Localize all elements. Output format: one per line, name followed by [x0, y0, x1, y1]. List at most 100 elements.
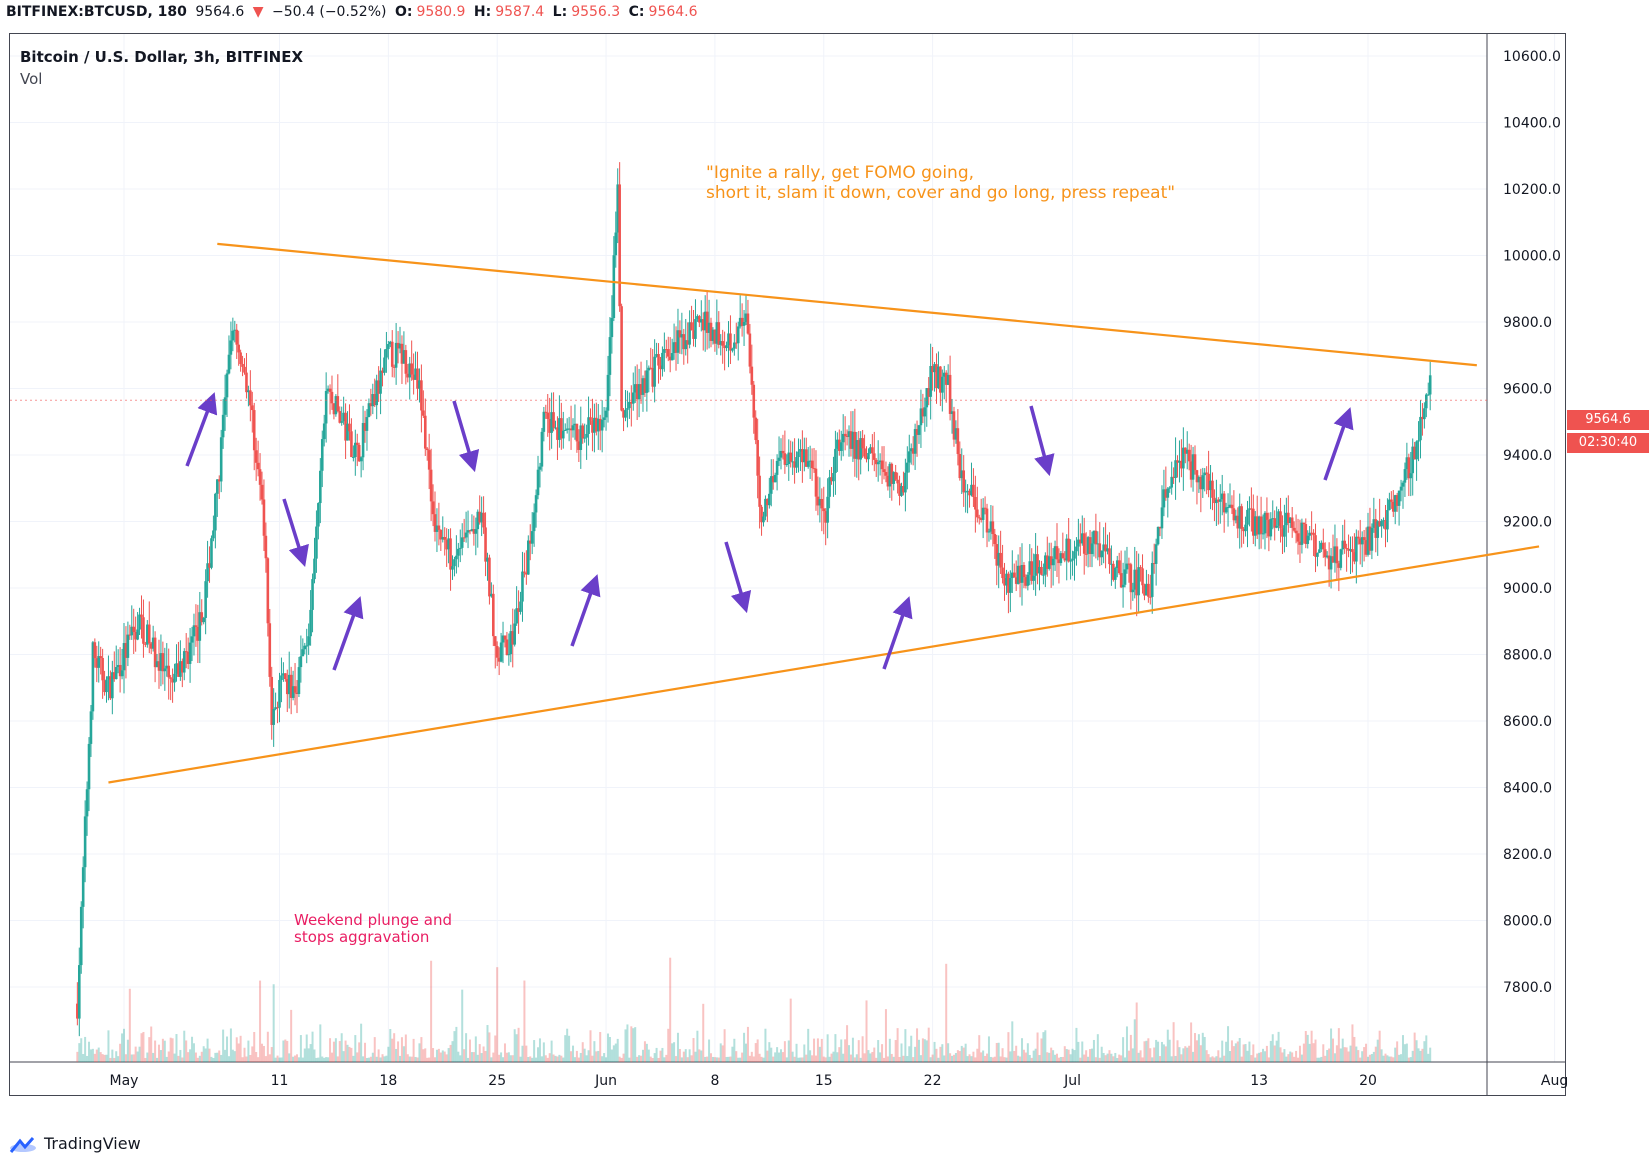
candle-body: [1240, 506, 1243, 529]
candle-body: [713, 329, 717, 344]
candle-body: [249, 390, 252, 406]
volume-bar: [292, 1056, 295, 1062]
candle-body: [550, 412, 553, 433]
volume-bar: [387, 1046, 390, 1062]
candle-body: [441, 536, 445, 540]
candle-body: [1152, 563, 1156, 565]
volume-bar: [142, 1031, 145, 1062]
volume-bar: [1376, 1039, 1379, 1062]
candle-body: [1298, 541, 1302, 545]
volume-bar: [917, 1039, 920, 1062]
candle-body: [783, 453, 787, 465]
x-tick-label: 22: [924, 1073, 942, 1089]
volume-bar: [185, 1040, 188, 1062]
candle-body: [190, 636, 194, 643]
candle-body: [163, 668, 167, 672]
candle-body: [1417, 440, 1420, 442]
volume-bar: [746, 1026, 749, 1062]
volume-bar: [1028, 1055, 1031, 1062]
volume-bar: [698, 1049, 701, 1062]
volume-bar: [1388, 1056, 1391, 1062]
tradingview-logo[interactable]: TradingView: [8, 1134, 141, 1153]
volume-bar: [935, 1048, 938, 1062]
chart-frame[interactable]: [9, 33, 1566, 1096]
volume-bar: [879, 1052, 882, 1062]
volume-bar: [165, 1056, 168, 1062]
volume-bar: [484, 1050, 487, 1062]
candle-body: [387, 344, 390, 350]
y-tick-label: 9600.0: [1503, 382, 1552, 398]
candle-body: [1358, 538, 1362, 545]
candle-body: [313, 558, 316, 580]
candle-body: [1224, 507, 1228, 513]
volume-bar: [1372, 1051, 1375, 1062]
candle-body: [925, 388, 929, 408]
volume-bar: [1089, 1049, 1092, 1062]
candle-body: [1123, 569, 1127, 585]
volume-bar: [196, 1057, 199, 1062]
candle-body: [874, 459, 878, 465]
candle-body: [175, 663, 178, 674]
volume-bar: [295, 1054, 298, 1062]
volume-bar: [632, 1028, 635, 1062]
volume-bar: [962, 1047, 965, 1062]
candle-body: [299, 656, 303, 668]
candle-body: [857, 440, 861, 460]
candle-body: [511, 631, 515, 645]
x-tick-label: Jun: [594, 1073, 617, 1089]
candle-body: [423, 415, 427, 449]
candle-body: [91, 642, 95, 712]
volume-bar: [538, 1038, 541, 1062]
volume-bar: [1359, 1057, 1362, 1062]
candle-body: [305, 645, 309, 647]
candle-body: [225, 373, 229, 398]
volume-bar: [1211, 1056, 1214, 1062]
volume-bar: [723, 1029, 726, 1062]
volume-bar: [476, 1054, 479, 1062]
candle-body: [519, 601, 522, 612]
weekend-annotation-line2: stops aggravation: [294, 928, 430, 946]
candle-body: [657, 354, 660, 366]
candle-body: [707, 322, 711, 333]
candle-body: [892, 472, 896, 484]
x-tick-label: May: [110, 1073, 139, 1089]
volume-bar: [362, 1056, 365, 1062]
volume-bar: [799, 1057, 802, 1062]
candle-body: [328, 388, 332, 392]
close-value: 9564.6: [648, 4, 698, 20]
candle-body: [944, 372, 948, 385]
volume-bar: [1120, 1055, 1123, 1062]
volume-bar: [334, 1038, 337, 1062]
candle-body: [841, 433, 845, 443]
candle-body: [445, 539, 448, 550]
candle-body: [674, 342, 678, 353]
candle-body: [907, 451, 911, 463]
volume-bar: [612, 1045, 615, 1062]
candle-body: [1255, 516, 1259, 535]
volume-bar: [550, 1040, 553, 1062]
volume-bar: [822, 1056, 825, 1062]
countdown-tag: 02:30:40: [1567, 433, 1649, 453]
volume-bar: [803, 1044, 806, 1062]
candle-body: [814, 468, 818, 497]
candle-body: [1191, 454, 1195, 480]
volume-bar: [121, 1033, 124, 1062]
volume-bar: [1069, 1054, 1072, 1062]
candle-body: [1423, 408, 1426, 420]
volume-bar: [877, 1040, 880, 1062]
volume-bar: [229, 1028, 232, 1062]
candle-body: [851, 431, 855, 449]
volume-bar: [651, 1057, 654, 1062]
volume-bar: [1106, 1053, 1109, 1062]
volume-bar: [838, 1047, 841, 1062]
volume-bar: [371, 1052, 374, 1062]
candle-body: [410, 363, 413, 375]
volume-bar: [1368, 1054, 1371, 1062]
candle-body: [464, 532, 468, 538]
candle-body: [458, 547, 462, 549]
volume-bar: [1275, 1040, 1278, 1062]
candle-body: [1207, 473, 1210, 491]
candle-body: [871, 447, 874, 454]
rally-annotation: "Ignite a rally, get FOMO going, short i…: [706, 163, 1175, 203]
